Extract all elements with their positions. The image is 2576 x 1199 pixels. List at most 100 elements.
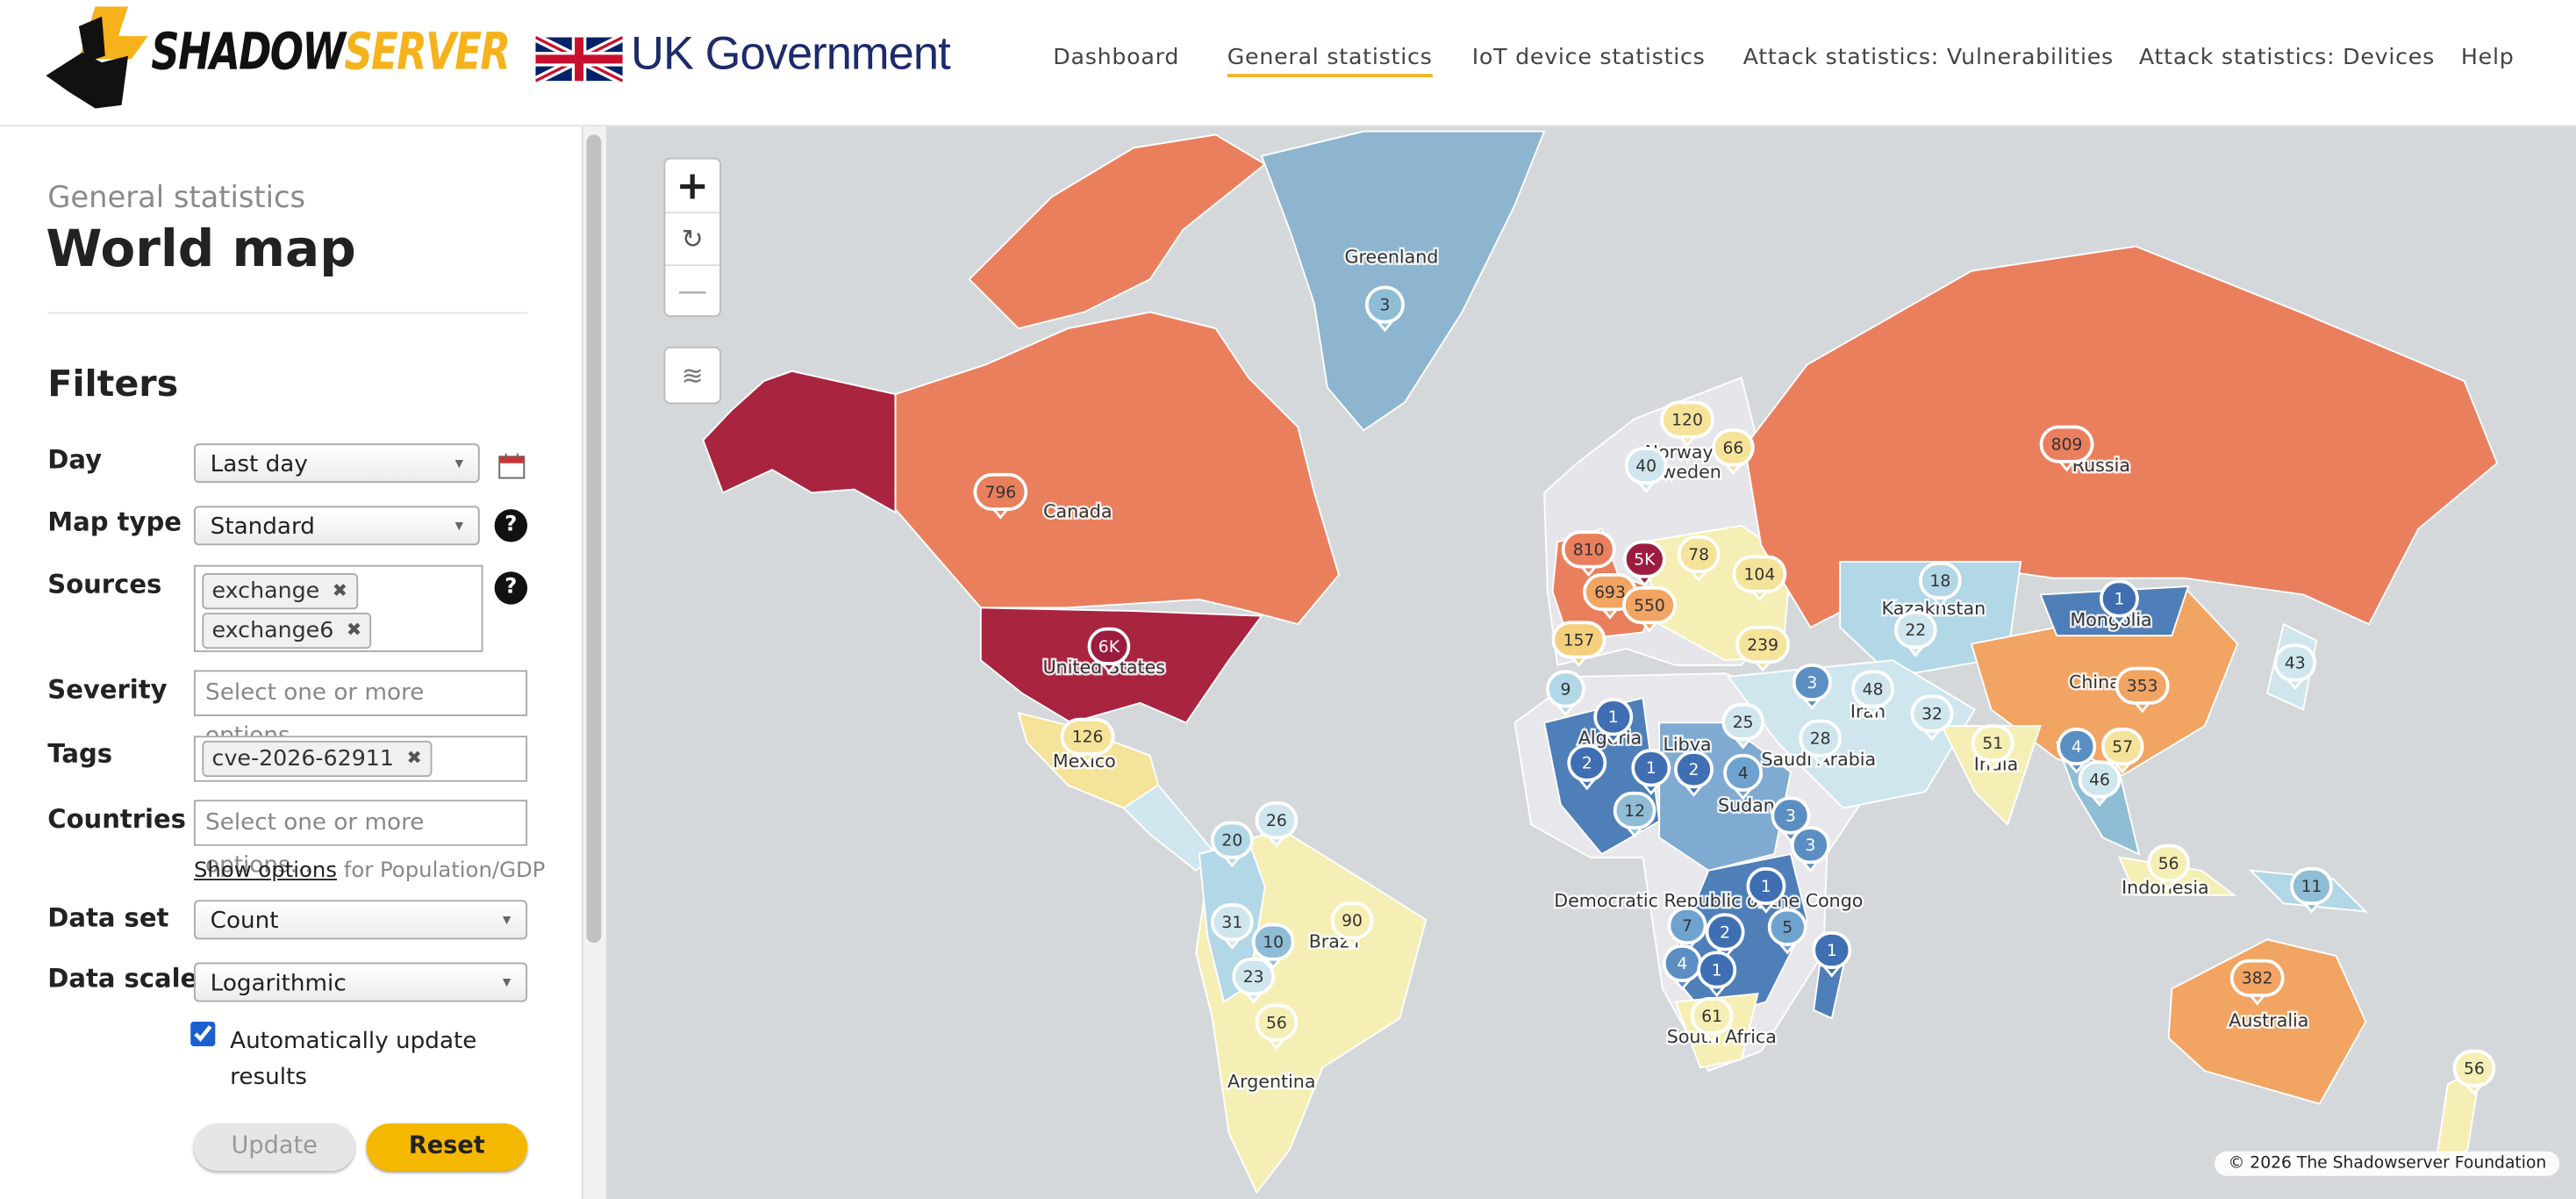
tags-input[interactable]: cve-2026-62911 [193,736,528,782]
map-marker[interactable]: 5K [1622,540,1666,587]
map-marker[interactable]: 353 [2114,666,2170,714]
marker-body [1910,694,1954,733]
map-marker[interactable]: 3 [1792,663,1832,710]
nav-link[interactable]: Dashboard [1053,44,1180,71]
map-marker[interactable]: 4 [2057,727,2097,774]
marker-body [1613,791,1657,829]
map-marker[interactable]: 90 [1330,901,1374,949]
map-marker[interactable]: 2 [1705,913,1745,960]
map-marker[interactable]: 20 [1210,821,1254,868]
day-select[interactable]: Last day [193,443,480,485]
nav-link[interactable]: Attack statistics: Devices [2138,44,2436,71]
show-options-link[interactable]: Show options [193,858,338,884]
map-marker[interactable]: 2 [1674,750,1714,797]
nav-link[interactable]: IoT device statistics [1471,44,1706,71]
map-marker[interactable]: 66 [1712,428,1755,476]
reset-button[interactable]: Reset [366,1123,528,1172]
map-marker[interactable]: 32 [1910,694,1954,742]
marker-body [1624,446,1668,485]
marker-body [2114,666,2170,705]
source-tag[interactable]: exchange6 [202,612,372,650]
map-marker[interactable]: 1 [1593,698,1634,744]
nav-link[interactable]: Attack statistics: Vulnerabilities [1742,44,2114,71]
marker-value: 693 [1594,584,1626,602]
map-marker[interactable]: 2 [1567,743,1607,791]
marker-body [1771,796,1811,835]
calendar-icon[interactable] [497,452,526,480]
update-button[interactable]: Update [193,1123,355,1172]
map-marker[interactable]: 1 [1746,867,1786,914]
map-marker[interactable]: 22 [1893,611,1937,657]
marker-value: 12 [1624,802,1645,821]
map-marker[interactable]: 4 [1723,753,1764,801]
zoom-out[interactable]: — [677,274,708,309]
map-marker[interactable]: 382 [2229,958,2285,1006]
map-marker[interactable]: 46 [2078,760,2122,808]
map-marker[interactable]: 104 [1732,555,1787,602]
map-marker[interactable]: 1 [1812,930,1852,978]
help-icon[interactable]: ? [494,509,528,542]
data-scale-select[interactable]: Logarithmic [193,962,528,1003]
map-type-select[interactable]: Standard [193,506,480,547]
map-marker[interactable]: 40 [1624,446,1668,493]
map-marker[interactable]: 28 [1799,719,1843,766]
map-marker[interactable]: 51 [1971,724,2014,771]
map-marker[interactable]: 57 [2100,727,2144,774]
map-marker[interactable]: 78 [1677,535,1721,582]
map[interactable]: Greenland Canada United States Mexico Norway… [605,126,2576,1199]
map-marker[interactable]: 126 [1060,717,1115,765]
map-marker[interactable]: 26 [1255,801,1299,848]
auto-update-checkbox[interactable] [190,1021,216,1046]
map-marker[interactable]: 1 [2099,579,2139,627]
show-options-suffix: for Population/GDP [343,858,546,884]
logo-icon[interactable] [46,6,148,109]
map-marker[interactable]: 1 [1631,749,1671,795]
map-marker[interactable]: 25 [1721,702,1765,750]
map-marker[interactable]: 43 [2273,643,2317,691]
map-marker[interactable]: 796 [973,472,1028,520]
map-marker[interactable]: 48 [1851,670,1894,717]
map-marker[interactable]: 12 [1613,791,1657,838]
marker-body [2229,958,2285,997]
countries-input[interactable]: Select one or more options... [193,800,528,879]
map-marker[interactable]: 550 [1622,586,1677,633]
map-marker[interactable]: 810 [1561,530,1616,578]
map-marker[interactable]: 120 [1660,400,1714,448]
country-label: Kazakhstan [1882,598,1986,619]
marker-value: 2 [1689,761,1699,779]
map-marker[interactable]: 61 [1690,996,1734,1044]
map-marker[interactable]: 5 [1767,908,1807,955]
map-marker[interactable]: 157 [1551,621,1606,668]
reset-view[interactable]: ↻ [665,213,720,267]
map-marker[interactable]: 31 [1210,903,1254,950]
nav-link[interactable]: Help [2460,44,2515,71]
land [702,130,2499,1195]
scrollbar-thumb[interactable] [586,134,602,944]
marker-value: 120 [1671,412,1703,430]
map-marker[interactable]: 56 [2452,1049,2496,1096]
zoom-in[interactable]: + [665,160,720,214]
map-marker[interactable]: 1 [1697,951,1737,998]
data-set-select[interactable]: Count [193,900,528,941]
map-marker[interactable]: 18 [1919,561,1962,608]
map-marker[interactable]: 809 [2039,425,2094,472]
map-marker[interactable]: 239 [1735,625,1791,672]
filter-tag[interactable]: cve-2026-62911 [202,740,433,778]
map-marker[interactable]: 10 [1251,923,1295,970]
nav-link[interactable]: General statistics [1227,45,1433,77]
map-marker[interactable]: 56 [2147,844,2190,891]
map-marker[interactable]: 56 [1255,1003,1299,1051]
sources-input[interactable]: exchangeexchange6 [193,564,483,652]
severity-input[interactable]: Select one or more options... [193,670,528,749]
map-marker[interactable]: 23 [1232,957,1276,1004]
logo-text[interactable]: SHADOWSERVER [151,23,511,82]
map-marker[interactable]: 6K [1087,627,1131,674]
map-marker[interactable]: 3 [1365,285,1405,333]
marker-value: 1 [1761,878,1771,896]
layers-control[interactable]: ≋ [663,346,722,405]
map-marker[interactable]: 11 [2290,867,2333,914]
help-icon[interactable]: ? [494,571,528,605]
map-marker[interactable]: 9 [1545,670,1585,717]
map-marker[interactable]: 3 [1790,826,1830,872]
source-tag[interactable]: exchange [202,573,358,610]
